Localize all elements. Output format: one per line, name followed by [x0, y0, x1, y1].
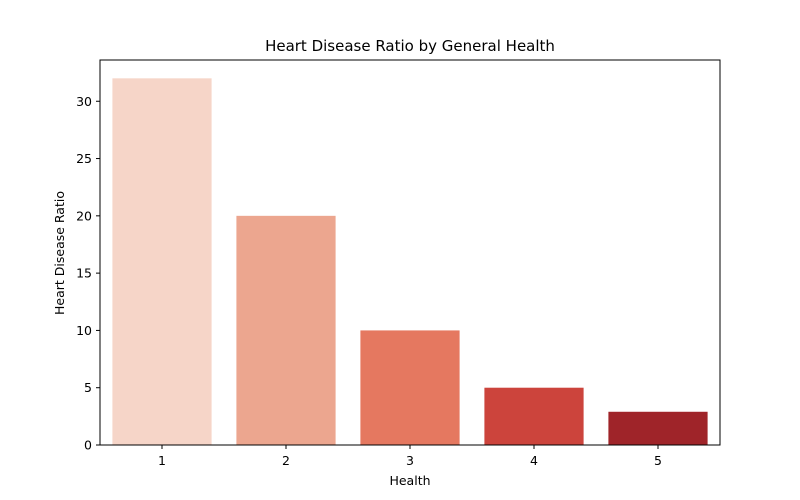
- x-tick-label: 5: [654, 453, 662, 468]
- y-tick-label: 20: [76, 208, 92, 223]
- x-tick-label: 1: [158, 453, 166, 468]
- bar-1: [112, 78, 212, 445]
- y-tick-label: 5: [84, 380, 92, 395]
- bar-5: [608, 411, 708, 445]
- x-axis-ticks: 1 2 3 4 5: [158, 445, 662, 468]
- x-axis-label: Health: [389, 473, 430, 488]
- y-axis-label: Heart Disease Ratio: [52, 191, 67, 315]
- bars-group: [112, 78, 708, 445]
- y-tick-label: 30: [76, 94, 92, 109]
- x-tick-label: 3: [406, 453, 414, 468]
- bar-3: [360, 330, 460, 445]
- y-tick-label: 0: [84, 438, 92, 453]
- y-tick-label: 10: [76, 323, 92, 338]
- y-tick-label: 15: [76, 266, 92, 281]
- bar-4: [484, 387, 584, 445]
- bar-2: [236, 215, 336, 445]
- chart-title: Heart Disease Ratio by General Health: [265, 37, 555, 55]
- y-tick-label: 25: [76, 151, 92, 166]
- y-axis-ticks: 0 5 10 15 20 25 30: [76, 94, 100, 453]
- plot-frame: [99, 59, 721, 446]
- x-tick-label: 2: [282, 453, 290, 468]
- x-tick-label: 4: [530, 453, 538, 468]
